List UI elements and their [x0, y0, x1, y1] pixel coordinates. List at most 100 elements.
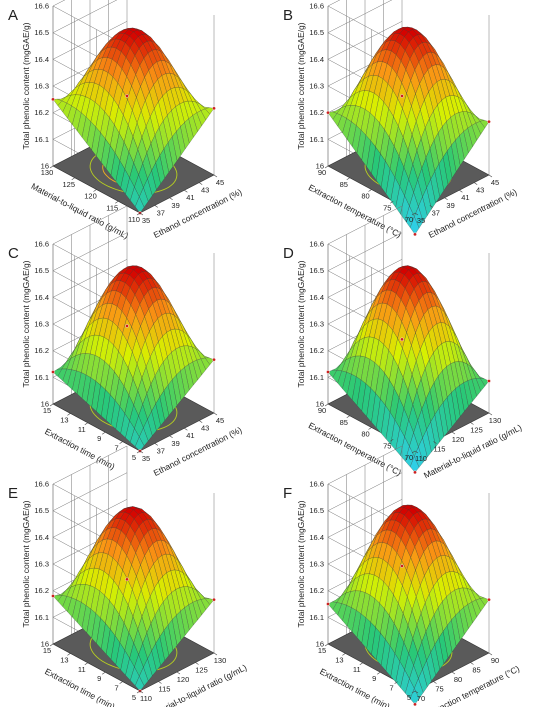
y-tick-label: 9	[97, 434, 101, 443]
y-tick	[368, 189, 372, 192]
z-tick-label: 16.6	[34, 240, 49, 249]
z-tick-label: 16.4	[309, 55, 324, 64]
y-tick-label: 115	[106, 203, 118, 212]
x-tick-label: 70	[417, 694, 425, 703]
x-tick-label: 41	[461, 193, 469, 202]
x-tick	[488, 412, 493, 416]
x-tick-label: 43	[201, 186, 209, 195]
x-tick-label: 41	[186, 431, 194, 440]
z-axis-label: Total phenolic content (mgGAE/g)	[21, 500, 31, 627]
x-tick-label: 120	[177, 675, 190, 684]
x-tick	[195, 662, 199, 665]
design-point	[413, 232, 417, 237]
response-surface	[327, 504, 490, 705]
y-tick	[67, 653, 71, 656]
z-tick-label: 16.3	[309, 82, 324, 91]
y-tick	[324, 403, 329, 407]
panel-label: E	[8, 485, 18, 502]
x-tick	[474, 182, 478, 185]
design-point	[51, 594, 55, 598]
y-tick-label: 15	[43, 646, 51, 655]
x-tick	[433, 681, 437, 684]
y-tick-label: 11	[78, 665, 86, 674]
y-tick-label: 80	[361, 430, 369, 439]
design-point	[326, 602, 330, 606]
z-tick-label: 16.2	[34, 108, 49, 117]
response-surface	[52, 506, 215, 692]
y-tick	[49, 403, 54, 407]
y-tick	[102, 671, 106, 675]
response-surface	[327, 26, 490, 235]
z-axis-label: Total phenolic content (mgGAE/g)	[21, 22, 31, 149]
panel-d: D 16 16.1 16.2 16.3 16.4 16.5 16.6 Total phenoli…	[283, 205, 523, 480]
z-tick-label: 16	[316, 400, 324, 409]
z-tick-label: 16.2	[309, 108, 324, 117]
y-tick	[390, 201, 394, 204]
y-tick-label: 125	[62, 180, 75, 189]
x-tick	[414, 690, 419, 694]
surface-cell	[410, 216, 420, 235]
y-tick	[84, 422, 88, 426]
x-tick	[414, 212, 419, 216]
y-tick	[324, 165, 329, 169]
y-tick	[359, 662, 363, 666]
y-tick	[346, 177, 350, 180]
y-tick	[324, 643, 329, 647]
y-tick	[394, 681, 398, 684]
y-tick	[119, 681, 123, 684]
y-tick	[136, 212, 141, 216]
design-point	[125, 324, 129, 328]
x-tick	[154, 443, 158, 446]
response-surface	[52, 27, 215, 214]
z-tick-label: 16.4	[34, 293, 49, 302]
surface-cell	[410, 456, 420, 473]
y-tick-label: 7	[115, 684, 119, 693]
z-tick-label: 16.5	[34, 28, 49, 37]
x-tick-label: 39	[446, 201, 454, 210]
z-tick-label: 16.5	[309, 266, 324, 275]
y-tick-label: 90	[318, 406, 326, 415]
x-tick-label: 85	[472, 666, 480, 675]
z-tick-label: 16.6	[309, 480, 324, 489]
z-tick-label: 16.5	[34, 506, 49, 515]
z-tick-label: 16.5	[309, 506, 324, 515]
x-tick-label: 37	[157, 208, 165, 217]
y-tick	[102, 431, 106, 435]
x-tick-label: 41	[186, 193, 194, 202]
x-tick-label: 37	[157, 446, 165, 455]
design-point	[212, 106, 216, 111]
z-tick-label: 16.2	[34, 586, 49, 595]
z-tick-label: 16.3	[34, 560, 49, 569]
z-tick-label: 16.4	[309, 533, 324, 542]
x-tick-label: 35	[417, 216, 425, 225]
y-tick	[67, 413, 71, 416]
panel-a: A 16 16.1 16.2 16.3 16.4 16.5 16.6 Total phenoli…	[8, 0, 244, 241]
x-tick	[414, 450, 419, 454]
y-tick-label: 130	[41, 168, 54, 177]
design-point	[51, 370, 55, 374]
x-tick	[213, 174, 218, 178]
y-tick	[377, 671, 381, 675]
design-point	[400, 337, 404, 342]
response-surface	[52, 265, 215, 452]
y-tick	[49, 643, 54, 647]
y-tick	[136, 690, 141, 694]
x-tick	[488, 652, 493, 656]
y-tick	[115, 201, 119, 204]
y-tick-label: 85	[340, 418, 348, 427]
x-tick-label: 80	[454, 675, 462, 684]
x-tick-label: 35	[142, 216, 150, 225]
y-tick-label: 5	[132, 693, 136, 702]
design-point	[400, 94, 404, 98]
x-tick	[154, 205, 158, 208]
z-tick-label: 16	[316, 162, 324, 171]
x-tick	[444, 197, 448, 201]
x-tick	[139, 690, 144, 694]
design-point	[487, 119, 491, 124]
x-tick	[213, 412, 218, 416]
y-tick-label: 75	[383, 441, 391, 450]
panel-label: B	[283, 7, 293, 24]
y-tick-label: 90	[318, 168, 326, 177]
x-tick-label: 120	[452, 435, 465, 444]
